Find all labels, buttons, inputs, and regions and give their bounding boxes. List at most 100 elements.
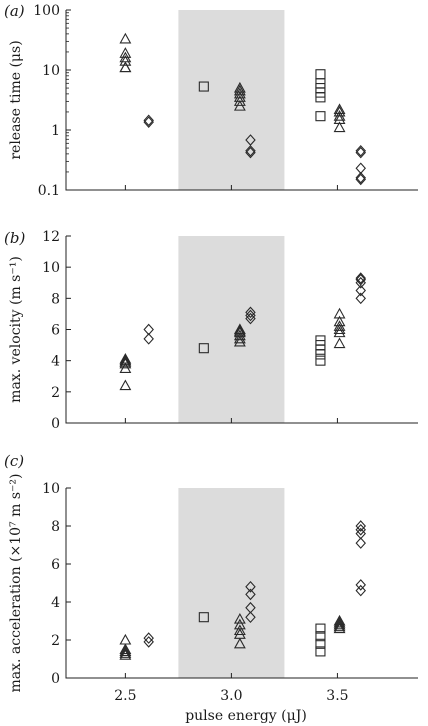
triangle-marker	[233, 91, 246, 102]
triangle-marker	[233, 332, 246, 344]
y-tick-label: 100	[33, 3, 60, 19]
y-tick-label: 1	[51, 123, 60, 139]
diamond-marker	[143, 632, 154, 644]
triangle-marker	[333, 307, 346, 319]
diamond-marker	[245, 146, 256, 159]
square-marker	[315, 69, 326, 80]
triangle-marker	[119, 352, 132, 364]
diamond-marker	[355, 579, 366, 591]
y-tick-label: 0	[51, 671, 60, 687]
y-tick-label: 10	[42, 260, 60, 276]
triangle-marker	[233, 324, 246, 336]
x-tick-label: 2.5	[114, 688, 136, 704]
y-tick-label: 2	[51, 385, 60, 401]
triangle-marker	[119, 643, 132, 655]
diamond-marker	[355, 173, 366, 186]
square-marker	[198, 343, 209, 354]
diamond-marker	[143, 636, 154, 648]
diamond-marker	[245, 588, 256, 601]
diamond-marker	[245, 580, 256, 593]
diamond-marker	[143, 114, 154, 127]
y-tick-label: 4	[51, 354, 60, 370]
triangle-marker	[333, 105, 346, 117]
shaded-region	[178, 236, 285, 423]
triangle-marker	[119, 47, 132, 58]
triangle-marker	[233, 81, 246, 93]
triangle-marker	[119, 645, 132, 656]
x-tick-label: 3.5	[326, 688, 348, 704]
y-axis-label: max. velocity (m s⁻¹)	[8, 256, 24, 403]
triangle-marker	[119, 55, 132, 66]
diamond-marker	[245, 144, 256, 157]
triangle-marker	[119, 647, 132, 658]
triangle-marker	[233, 326, 246, 338]
y-tick-label: 0	[51, 416, 60, 432]
triangle-marker	[119, 61, 132, 73]
y-tick-label: 0.1	[38, 183, 60, 199]
panel-label: (a)	[4, 2, 25, 20]
y-tick-label: 8	[51, 519, 60, 535]
diamond-marker	[355, 527, 366, 540]
y-tick-label: 6	[51, 323, 60, 339]
triangle-marker	[119, 356, 132, 367]
triangle-marker	[233, 323, 246, 335]
diamond-marker	[355, 284, 366, 297]
diamond-marker	[355, 144, 366, 157]
diamond-marker	[245, 306, 256, 319]
triangle-marker	[233, 87, 246, 99]
triangle-marker	[333, 618, 346, 630]
triangle-marker	[233, 624, 246, 636]
square-marker	[315, 638, 326, 649]
triangle-marker	[233, 618, 246, 630]
triangle-marker	[333, 103, 346, 115]
square-marker	[315, 111, 326, 122]
panel-label: (c)	[4, 452, 24, 470]
square-marker	[315, 355, 326, 366]
diamond-marker	[245, 601, 256, 614]
shaded-region	[178, 488, 285, 678]
square-marker	[198, 81, 209, 92]
x-tick-label: 3.0	[220, 688, 242, 704]
diamond-marker	[355, 162, 366, 175]
triangle-marker	[333, 614, 346, 626]
triangle-marker	[233, 628, 246, 639]
diamond-marker	[143, 333, 154, 345]
triangle-marker	[333, 323, 346, 335]
diamond-marker	[143, 116, 154, 129]
y-tick-label: 4	[51, 595, 60, 611]
panel-label: (b)	[4, 229, 25, 247]
diamond-marker	[245, 611, 256, 624]
triangle-marker	[119, 649, 132, 660]
square-marker	[315, 631, 326, 642]
diamond-marker	[143, 323, 154, 336]
diamond-marker	[355, 537, 366, 549]
triangle-marker	[333, 337, 346, 349]
square-marker	[198, 612, 209, 623]
panel-3: 0 2 4 6 8 10 2.5 3.0 3.5 max. acceleration (×10⁷ …	[4, 452, 418, 704]
panel-2: 0 2 4 6 8 10 12 max. velocity (m s⁻¹) (b)	[4, 229, 418, 432]
triangle-marker	[333, 622, 346, 634]
y-tick-label: 6	[51, 557, 60, 573]
triangle-marker	[119, 61, 132, 73]
y-tick-label: 2	[51, 633, 60, 649]
panel-1: 0.1 1 10 100 release time (μs) (a)	[4, 2, 418, 199]
diamond-marker	[355, 171, 366, 184]
triangle-marker	[233, 637, 246, 649]
triangle-marker	[333, 113, 346, 124]
triangle-marker	[119, 32, 132, 44]
shaded-region	[178, 10, 285, 190]
diamond-marker	[355, 146, 366, 159]
y-tick-label: 8	[51, 291, 60, 307]
square-marker	[315, 335, 326, 346]
y-tick-label: 10	[42, 481, 60, 497]
diamond-marker	[245, 134, 256, 146]
triangle-marker	[333, 121, 346, 133]
square-marker	[315, 623, 326, 634]
triangle-marker	[119, 633, 132, 645]
triangle-marker	[119, 379, 132, 391]
triangle-marker	[333, 616, 346, 628]
triangle-marker	[333, 315, 346, 327]
y-axis-label: max. acceleration (×10⁷ m s⁻²)	[8, 474, 24, 693]
y-axis-label: release time (μs)	[8, 40, 24, 159]
